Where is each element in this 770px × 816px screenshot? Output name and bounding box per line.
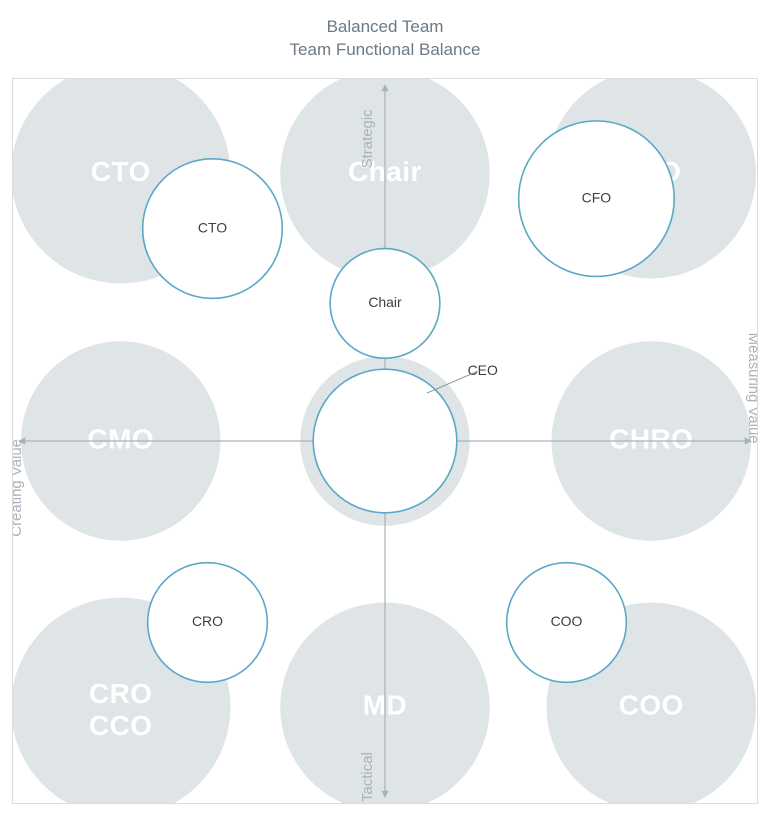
blue-label-coo_b: COO bbox=[551, 613, 583, 629]
blue-label-ceo_b: CEO bbox=[468, 362, 498, 378]
blue-circle-ceo_b bbox=[313, 369, 457, 513]
chart-frame: CTOChairCFOCMOCEOCHROCROCCOMDCOO CTOCFOC… bbox=[12, 78, 758, 804]
axis-label-top: Strategic bbox=[359, 109, 376, 168]
title-line-2: Team Functional Balance bbox=[0, 39, 770, 62]
blue-label-cfo_b: CFO bbox=[582, 189, 612, 205]
grey-label-cto: CTO bbox=[91, 156, 151, 187]
blue-label-cto_b: CTO bbox=[198, 219, 227, 235]
axis-label-right: Measuring Value bbox=[745, 333, 757, 444]
title-line-1: Balanced Team bbox=[0, 16, 770, 39]
blue-label-cro_b: CRO bbox=[192, 613, 223, 629]
diagram-container: Balanced Team Team Functional Balance CT… bbox=[0, 0, 770, 816]
grey-label-coo: COO bbox=[619, 690, 684, 721]
grey-label-chro: CHRO bbox=[609, 423, 693, 454]
grey-label-cro_cco: CROCCO bbox=[89, 678, 153, 741]
axis-label-left: Creating Value bbox=[13, 439, 25, 537]
blue-label-chair_b: Chair bbox=[368, 294, 402, 310]
axis-label-bottom: Tactical bbox=[359, 752, 376, 802]
quadrant-diagram: CTOChairCFOCMOCEOCHROCROCCOMDCOO CTOCFOC… bbox=[13, 79, 757, 803]
chart-title: Balanced Team Team Functional Balance bbox=[0, 0, 770, 62]
grey-label-cmo: CMO bbox=[87, 423, 154, 454]
